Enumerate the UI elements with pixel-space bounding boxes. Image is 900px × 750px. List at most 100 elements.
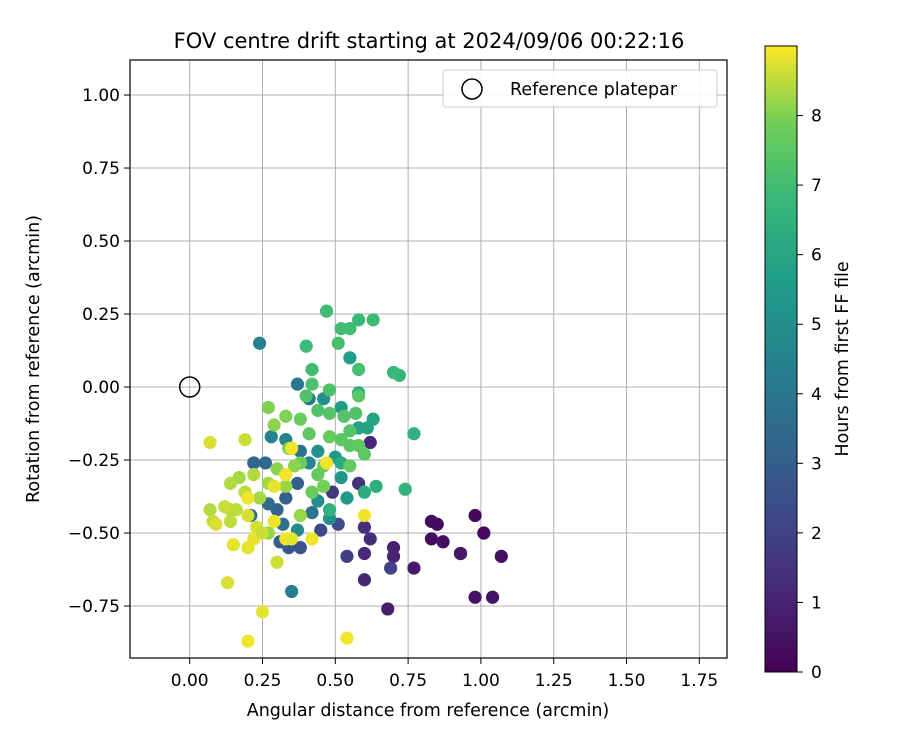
data-point [279,479,293,493]
data-points [203,304,508,648]
data-point [322,430,337,444]
x-tick-label: 1.25 [535,671,573,691]
colorbar-ticks: 0 1 2 3 4 5 6 7 8 [797,107,822,683]
data-point [267,514,281,528]
y-tick-label: 0.25 [82,305,120,325]
colorbar-tick-label: 1 [811,593,822,613]
data-point [453,546,468,561]
data-point [226,538,240,552]
y-tick-label: 1.00 [82,86,120,106]
data-point [255,605,270,619]
data-point [255,526,270,540]
data-point [334,322,348,336]
colorbar-tick-label: 3 [811,454,822,474]
data-point [343,351,357,365]
colorbar-tick-label: 0 [811,663,822,683]
data-point [424,532,439,546]
data-point [357,447,372,461]
data-point [264,430,278,444]
data-point [349,406,363,420]
data-point [430,517,444,531]
data-point [238,432,252,447]
grid-lines [130,60,727,658]
colorbar-tick-label: 4 [811,385,822,405]
data-point [293,412,307,426]
colorbar-tick-label: 7 [811,176,822,196]
colorbar-tick-label: 6 [811,246,822,266]
colorbar [764,45,798,673]
data-point [279,409,293,423]
data-point [340,491,354,505]
data-point [357,546,372,561]
data-point [334,470,348,485]
data-point [357,573,372,587]
y-tick-label: −0.75 [68,597,120,617]
data-point [366,313,380,327]
data-point [319,456,334,470]
data-point [436,535,450,549]
data-point [494,549,508,563]
y-axis-ticks: −0.75 −0.50 −0.25 0.00 0.25 0.50 0.75 1.00 [68,86,130,617]
data-point [293,508,307,523]
colorbar-tick-label: 5 [811,315,822,335]
data-point [290,377,305,391]
data-point [203,435,217,450]
y-tick-label: −0.50 [68,524,120,544]
data-point [337,409,351,423]
colorbar-label: Hours from first FF file [833,261,853,456]
reference-platepar-marker [178,376,201,398]
data-point [267,479,281,493]
chart-title: FOV centre drift starting at 2024/09/06 … [174,29,685,53]
data-point [287,459,302,473]
data-point [352,313,366,327]
data-point [352,389,366,403]
data-point [366,412,380,426]
data-point [398,482,412,496]
data-point [241,634,255,648]
data-point [407,427,421,441]
data-point [258,456,273,470]
data-point [340,549,354,563]
data-point [252,491,267,505]
legend: Reference platepar [442,69,718,108]
data-point [305,532,319,546]
x-axis-label: Angular distance from reference (arcmin) [247,701,610,721]
data-point [299,389,313,403]
x-tick-label: 0.00 [171,671,209,691]
data-point [241,491,255,505]
data-point [317,479,331,493]
data-point [334,432,348,447]
data-point [369,479,383,493]
data-point [285,441,299,455]
data-point [285,532,299,546]
data-point [343,459,357,473]
y-tick-label: 0.00 [82,378,120,398]
data-point [343,424,357,438]
data-point [220,576,235,590]
x-axis-ticks: 0.00 0.25 0.50 0.75 1.00 1.25 1.50 1.75 [171,658,718,691]
data-point [357,485,372,499]
data-point [311,444,325,458]
data-point [279,468,293,482]
x-tick-label: 0.25 [244,671,282,691]
x-tick-label: 0.50 [316,671,354,691]
legend-box [442,69,718,108]
data-point [218,500,232,514]
data-point [311,403,325,417]
data-point [229,503,243,517]
data-point [311,468,325,482]
data-point [485,590,500,604]
data-point [407,561,421,575]
data-point [223,476,238,490]
data-point [331,336,345,350]
data-point [363,532,377,546]
data-point [386,549,401,563]
data-point [363,435,377,450]
data-point [352,362,366,377]
data-point [299,339,313,353]
data-point [247,456,261,470]
data-point [305,485,319,499]
data-point [279,491,293,505]
data-point [305,505,319,520]
